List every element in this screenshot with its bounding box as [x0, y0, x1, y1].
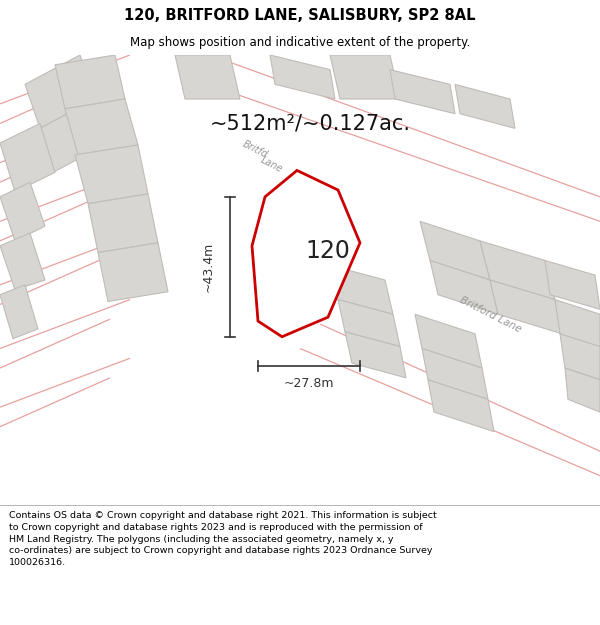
Polygon shape [345, 332, 406, 378]
Polygon shape [25, 55, 95, 128]
Polygon shape [175, 55, 240, 99]
Polygon shape [0, 124, 55, 192]
Text: ~512m²/~0.127ac.: ~512m²/~0.127ac. [209, 114, 410, 134]
Polygon shape [75, 145, 148, 204]
Polygon shape [428, 380, 494, 432]
Polygon shape [338, 299, 400, 346]
Text: ~43.4m: ~43.4m [202, 242, 215, 292]
Polygon shape [98, 243, 168, 301]
Polygon shape [415, 314, 482, 368]
Polygon shape [330, 266, 393, 314]
Polygon shape [65, 99, 138, 155]
Polygon shape [455, 84, 515, 128]
Polygon shape [555, 299, 600, 349]
Text: Britfd: Britfd [241, 139, 269, 161]
Polygon shape [330, 55, 400, 99]
Polygon shape [252, 171, 360, 337]
Polygon shape [390, 69, 455, 114]
Polygon shape [422, 349, 488, 399]
Polygon shape [420, 221, 490, 280]
Polygon shape [545, 261, 600, 309]
Text: 120, BRITFORD LANE, SALISBURY, SP2 8AL: 120, BRITFORD LANE, SALISBURY, SP2 8AL [124, 8, 476, 23]
Polygon shape [0, 182, 45, 241]
Polygon shape [565, 368, 600, 412]
Text: Lane: Lane [259, 155, 285, 174]
Polygon shape [480, 241, 555, 299]
Text: 120: 120 [305, 239, 350, 262]
Polygon shape [88, 194, 158, 252]
Polygon shape [0, 233, 45, 290]
Polygon shape [560, 334, 600, 380]
Polygon shape [490, 280, 562, 334]
Text: Contains OS data © Crown copyright and database right 2021. This information is : Contains OS data © Crown copyright and d… [9, 511, 437, 568]
Text: ~27.8m: ~27.8m [284, 378, 334, 390]
Polygon shape [270, 55, 335, 99]
Polygon shape [430, 261, 498, 314]
Polygon shape [55, 55, 125, 109]
Polygon shape [40, 99, 108, 172]
Text: Britford Lane: Britford Lane [458, 294, 523, 334]
Polygon shape [0, 285, 38, 339]
Text: Map shows position and indicative extent of the property.: Map shows position and indicative extent… [130, 36, 470, 49]
